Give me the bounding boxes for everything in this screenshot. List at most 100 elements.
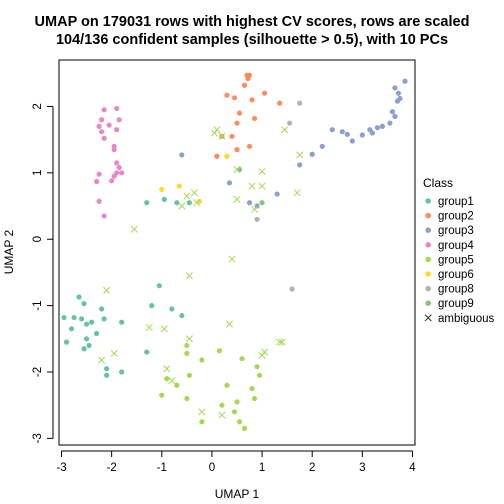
group1-point bbox=[63, 339, 70, 345]
group5-point bbox=[236, 419, 243, 425]
legend-label-group5: group5 bbox=[438, 254, 474, 266]
group4-point bbox=[111, 147, 117, 153]
group5-point bbox=[254, 364, 260, 370]
ambiguous-point bbox=[296, 151, 304, 159]
group5-point bbox=[184, 395, 190, 402]
y-tick-label: 0 bbox=[32, 236, 44, 242]
group4-point bbox=[96, 171, 102, 177]
ambiguous-point bbox=[293, 189, 301, 197]
group2-point bbox=[251, 115, 258, 122]
group1-point bbox=[161, 196, 167, 202]
legend-marker-group8 bbox=[425, 285, 432, 292]
group3-point bbox=[226, 180, 233, 186]
ambiguous-point bbox=[258, 167, 266, 176]
group4-point bbox=[114, 127, 120, 133]
group4-point bbox=[119, 170, 125, 176]
group5-point bbox=[186, 372, 192, 378]
group3-point bbox=[319, 143, 325, 149]
y-tick-label: -2 bbox=[32, 367, 44, 377]
legend: Class group1 group2 group3 group4 group5 grou… bbox=[423, 176, 495, 325]
x-axis: -3 -2 -1 0 1 2 3 4 bbox=[56, 450, 416, 474]
x-tick-label: 0 bbox=[209, 462, 215, 474]
group5-point bbox=[184, 342, 190, 349]
group4-point bbox=[116, 164, 122, 171]
group2-point bbox=[236, 110, 243, 116]
ambiguous-point bbox=[130, 225, 138, 233]
legend-label-group2: group2 bbox=[438, 211, 474, 223]
group1-point bbox=[86, 342, 92, 349]
legend-marker-group2 bbox=[425, 212, 432, 219]
group1-point bbox=[76, 294, 82, 300]
group9-point bbox=[259, 200, 265, 206]
y-tick-label: -3 bbox=[32, 433, 44, 443]
group6-point bbox=[176, 183, 182, 189]
group1-point bbox=[94, 330, 100, 337]
group3-point bbox=[344, 131, 350, 137]
group5-point bbox=[174, 382, 180, 388]
legend-marker-group9 bbox=[425, 300, 432, 307]
group1-point bbox=[186, 200, 192, 206]
ambiguous-point bbox=[210, 129, 218, 137]
group5-point bbox=[164, 376, 170, 382]
group5-point bbox=[184, 350, 190, 356]
chart-title-line1: UMAP on 179031 rows with highest CV scor… bbox=[35, 14, 470, 30]
legend-label-group3: group3 bbox=[438, 225, 474, 237]
legend-marker-group5 bbox=[425, 256, 432, 263]
group3-point bbox=[339, 129, 345, 135]
ambiguous-point bbox=[228, 255, 236, 263]
ambiguous-point bbox=[145, 323, 153, 332]
legend-label-group8: group8 bbox=[438, 284, 474, 296]
ambiguous-point bbox=[168, 377, 176, 385]
group4-point bbox=[94, 178, 100, 185]
group1-point bbox=[104, 366, 110, 372]
legend-label-group4: group4 bbox=[438, 240, 474, 252]
ambiguous-point bbox=[261, 348, 269, 356]
group6-point bbox=[196, 198, 202, 204]
group5-point bbox=[234, 399, 240, 405]
ambiguous-point bbox=[233, 195, 241, 203]
ambiguous-point bbox=[276, 338, 284, 346]
x-tick-label: -2 bbox=[107, 462, 117, 474]
y-tick-label: 1 bbox=[32, 170, 44, 176]
group1-point bbox=[68, 326, 75, 332]
x-tick-label: 1 bbox=[259, 462, 265, 474]
x-tick-label: 3 bbox=[359, 462, 365, 474]
group4-point bbox=[114, 105, 120, 112]
ambiguous-point bbox=[183, 192, 191, 200]
ambiguous-point bbox=[233, 165, 241, 174]
x-axis-label: UMAP 1 bbox=[215, 487, 260, 501]
group4-point bbox=[96, 198, 102, 204]
ambiguous-point bbox=[185, 272, 193, 280]
group8-point bbox=[254, 216, 260, 222]
ambiguous-point bbox=[218, 411, 226, 419]
group4-point bbox=[111, 173, 117, 179]
group1-point bbox=[88, 319, 95, 325]
y-tick-label: -1 bbox=[32, 300, 44, 310]
group5-point bbox=[216, 348, 223, 354]
ambiguous-point bbox=[185, 335, 193, 343]
group1-point bbox=[119, 369, 125, 375]
group2-point bbox=[231, 95, 238, 101]
group2-point bbox=[245, 75, 251, 82]
group5-point bbox=[199, 419, 205, 425]
group2-point bbox=[241, 82, 248, 88]
group3-point bbox=[392, 85, 398, 91]
ambiguous-point bbox=[178, 202, 186, 210]
group2-point bbox=[234, 147, 240, 153]
group4-point bbox=[99, 117, 105, 123]
group3-point bbox=[369, 130, 375, 136]
group3-point bbox=[246, 200, 253, 206]
ambiguous-point bbox=[198, 408, 206, 416]
group3-point bbox=[379, 123, 386, 129]
group1-point bbox=[149, 303, 155, 309]
legend-marker-group6 bbox=[425, 271, 432, 277]
group2-point bbox=[224, 92, 230, 98]
ambiguous-point bbox=[258, 351, 266, 359]
group8-point bbox=[297, 100, 303, 106]
group1-point bbox=[81, 301, 87, 307]
group5-point bbox=[231, 409, 238, 415]
group8-point bbox=[289, 286, 295, 292]
group5-point bbox=[224, 382, 230, 388]
group4-point bbox=[116, 117, 122, 123]
group3-point bbox=[297, 162, 303, 168]
